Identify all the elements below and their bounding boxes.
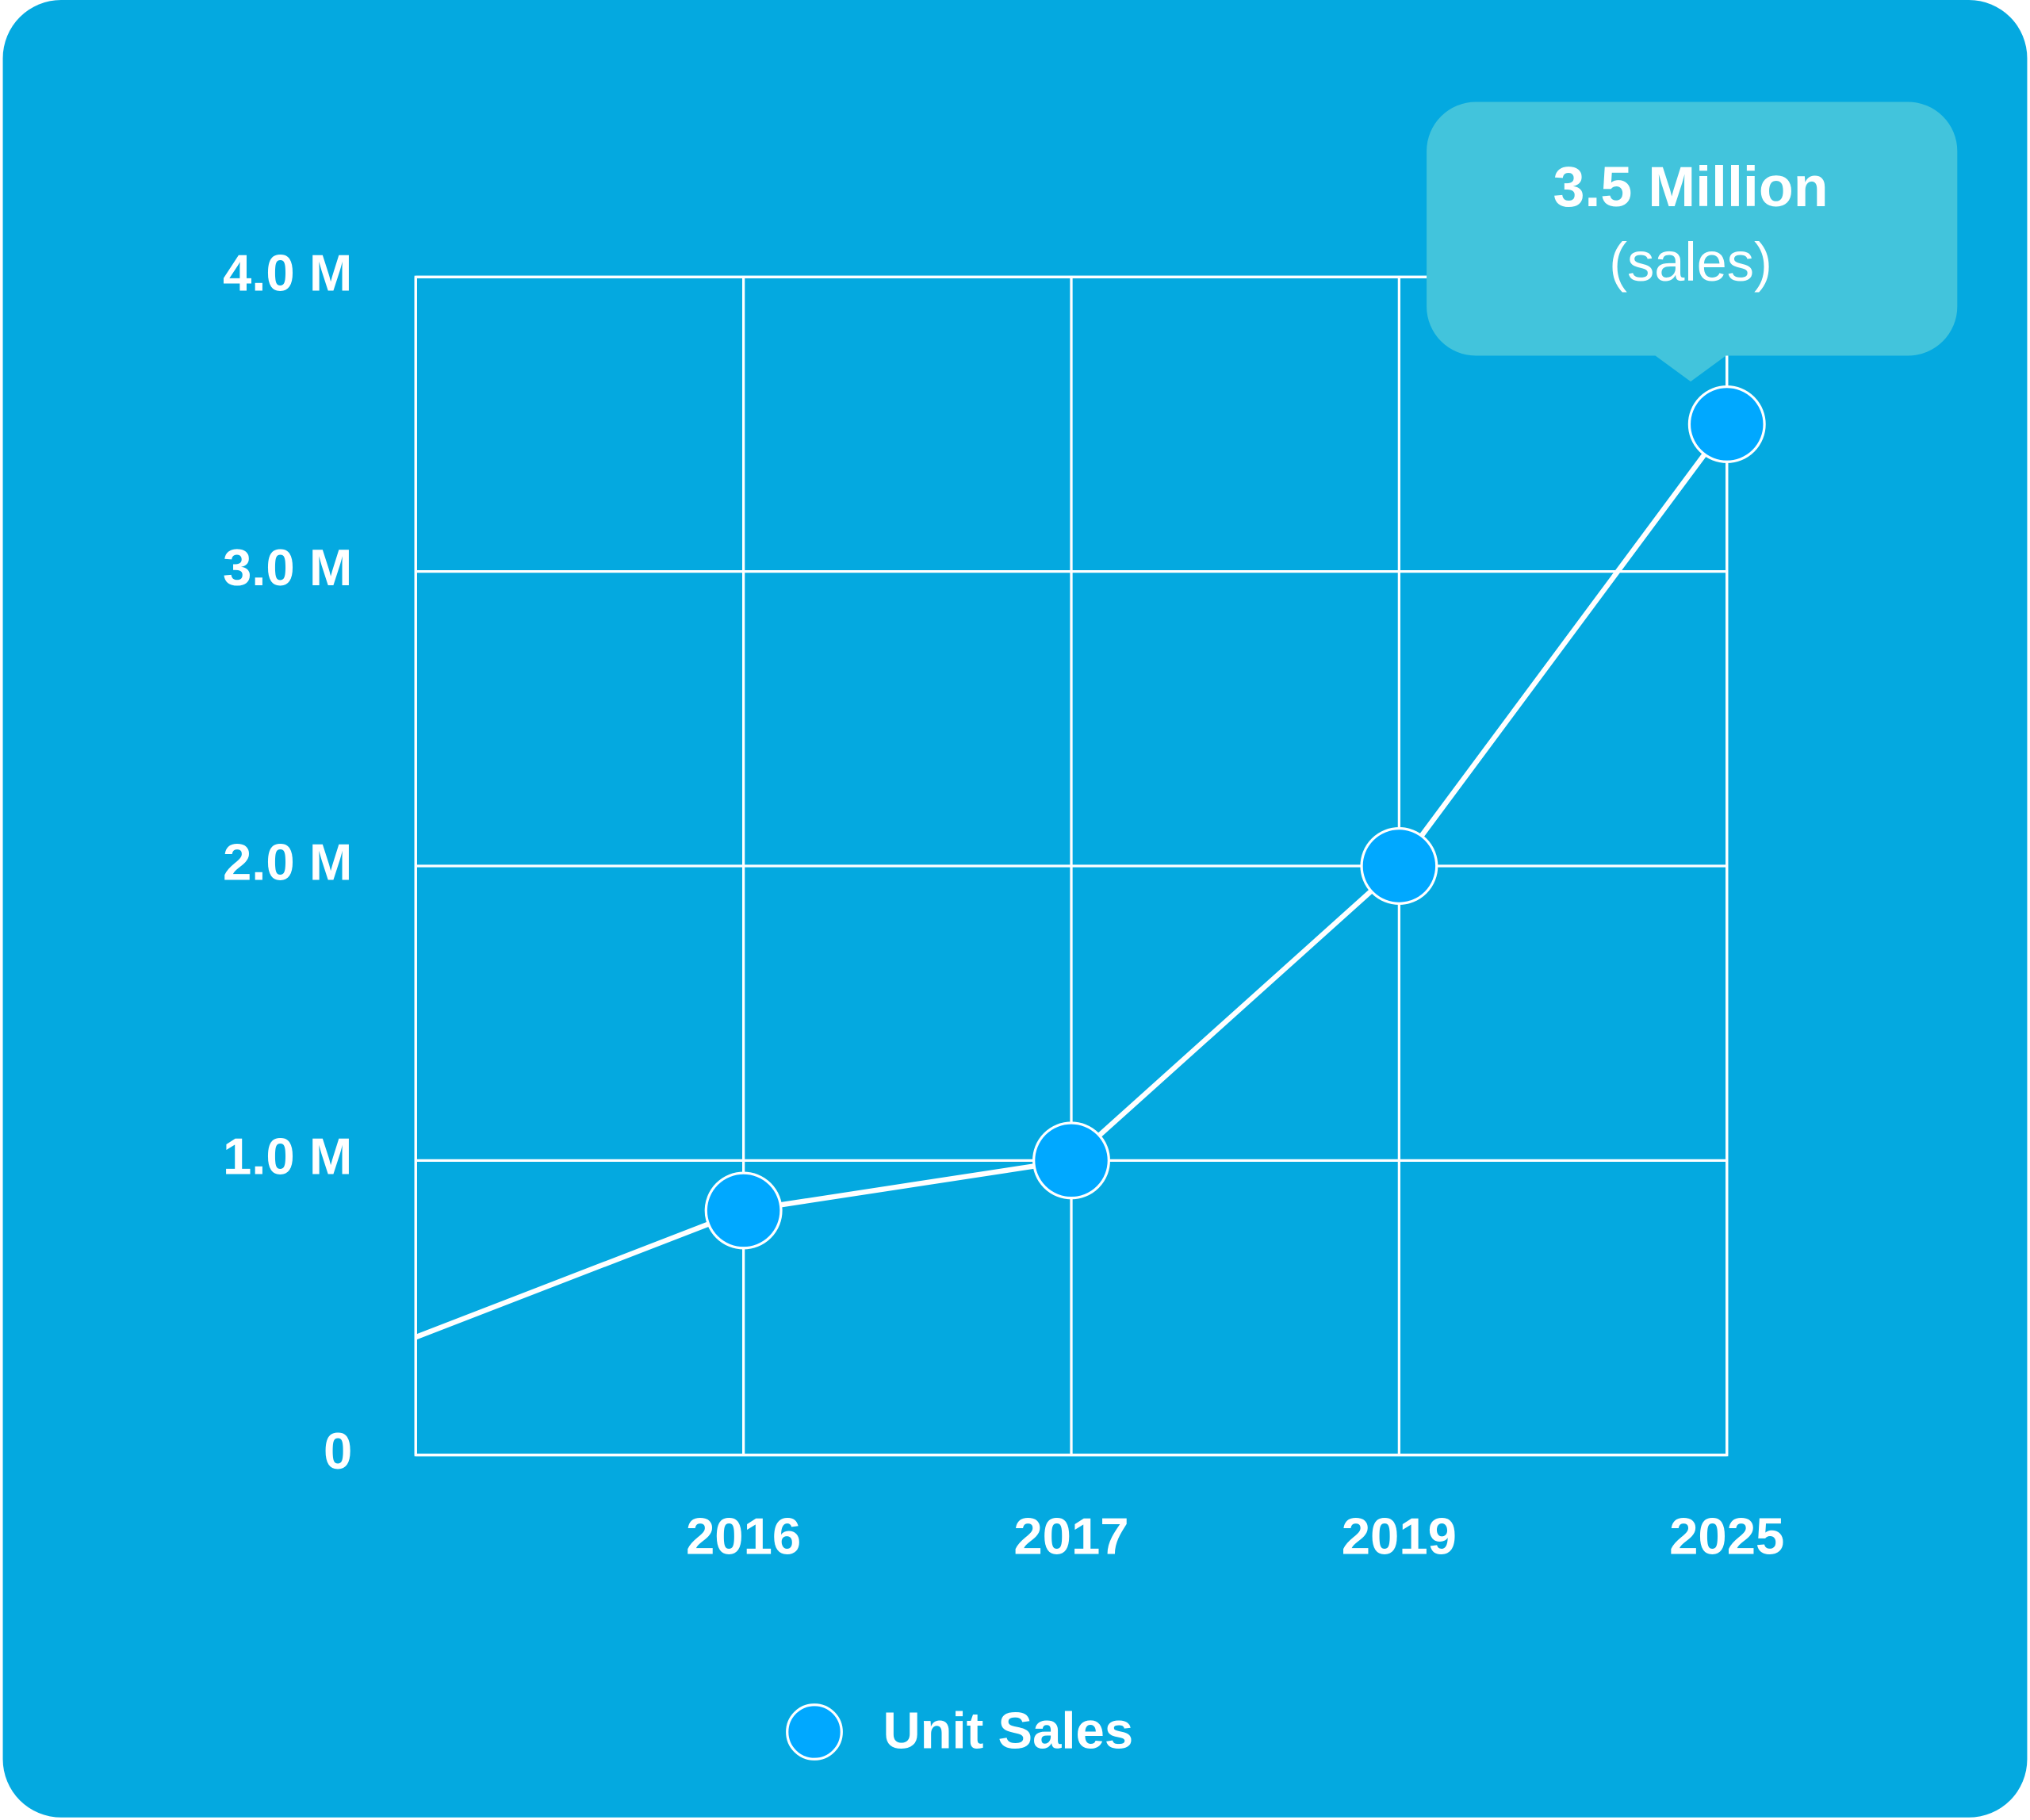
x-tick-label: 2025 xyxy=(1669,1508,1784,1565)
y-tick-label: 4.0 M xyxy=(223,244,352,302)
callout xyxy=(1427,102,1958,356)
x-tick-label: 2017 xyxy=(1013,1508,1128,1565)
y-tick-label: 2.0 M xyxy=(223,833,352,891)
y-tick-label: 0 xyxy=(324,1422,352,1480)
y-tick-label: 1.0 M xyxy=(223,1128,352,1186)
legend-label: Unit Sales xyxy=(883,1702,1134,1760)
x-tick-label: 2019 xyxy=(1342,1508,1457,1565)
callout-subtitle: (sales) xyxy=(1609,232,1772,293)
callout-title: 3.5 Million xyxy=(1553,155,1828,219)
y-tick-label: 3.0 M xyxy=(223,538,352,596)
x-tick-label: 2016 xyxy=(686,1508,801,1565)
data-point xyxy=(704,1171,783,1250)
data-point xyxy=(1032,1121,1110,1200)
data-point xyxy=(1687,385,1766,463)
callout-pointer xyxy=(1652,353,1730,382)
legend-marker xyxy=(786,1703,843,1761)
data-point xyxy=(1360,827,1438,905)
